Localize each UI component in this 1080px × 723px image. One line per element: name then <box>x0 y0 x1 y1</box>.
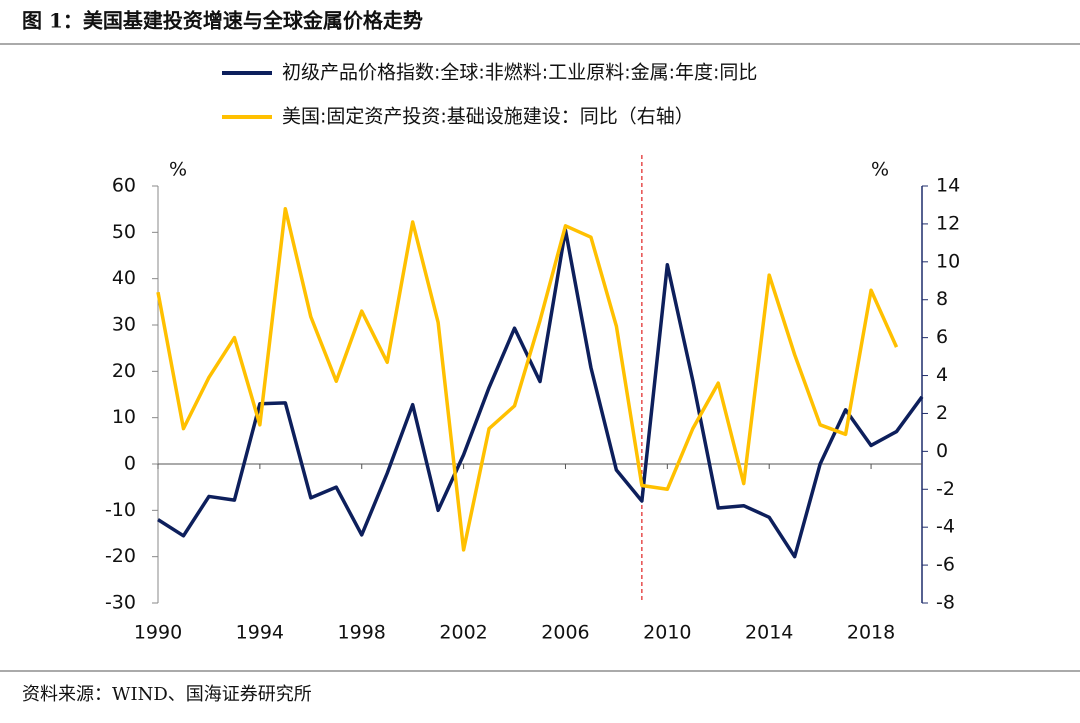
y-tick-label: -10 <box>105 499 136 521</box>
y2-tick-label: 4 <box>936 364 948 386</box>
y2-tick-label: -8 <box>936 592 955 614</box>
chart-title: 图 1：美国基建投资增速与全球金属价格走势 <box>22 9 423 33</box>
y-tick-label: -20 <box>105 545 136 567</box>
y-tick-label: 30 <box>112 314 136 336</box>
y-tick-label: 20 <box>112 360 136 382</box>
y-tick-label: 60 <box>112 175 136 197</box>
y2-tick-label: -4 <box>936 516 955 538</box>
y2-tick-label: 2 <box>936 402 948 424</box>
legend-label: 美国:固定资产投资:基础设施建设：同比（右轴） <box>282 106 694 128</box>
y-tick-label: 40 <box>112 267 136 289</box>
x-tick-label: 2014 <box>745 622 793 644</box>
y-tick-label: -30 <box>105 592 136 614</box>
y2-unit: % <box>871 159 889 181</box>
y2-tick-label: 0 <box>936 440 948 462</box>
y-tick-label: 50 <box>112 221 136 243</box>
series-line <box>157 228 924 559</box>
x-tick-label: 2018 <box>847 622 895 644</box>
x-tick-label: 1990 <box>134 622 182 644</box>
y2-tick-label: -2 <box>936 478 955 500</box>
series-line <box>156 206 899 552</box>
x-tick-label: 1998 <box>338 622 386 644</box>
y2-tick-label: 12 <box>936 212 960 234</box>
y2-tick-label: 14 <box>936 175 960 197</box>
x-tick-label: 2006 <box>541 622 589 644</box>
legend-label: 初级产品价格指数:全球:非燃料:工业原料:金属:年度:同比 <box>282 62 757 84</box>
x-tick-label: 2002 <box>439 622 487 644</box>
y2-tick-label: 8 <box>936 288 948 310</box>
y-tick-label: 0 <box>124 453 136 475</box>
y2-tick-label: 6 <box>936 326 948 348</box>
y-tick-label: 10 <box>112 406 136 428</box>
source-note: 资料来源：WIND、国海证券研究所 <box>22 684 312 705</box>
x-tick-label: 2010 <box>643 622 691 644</box>
y2-tick-label: 10 <box>936 250 960 272</box>
y-unit: % <box>169 159 187 181</box>
x-tick-label: 1994 <box>236 622 284 644</box>
y2-tick-label: -6 <box>936 554 955 576</box>
